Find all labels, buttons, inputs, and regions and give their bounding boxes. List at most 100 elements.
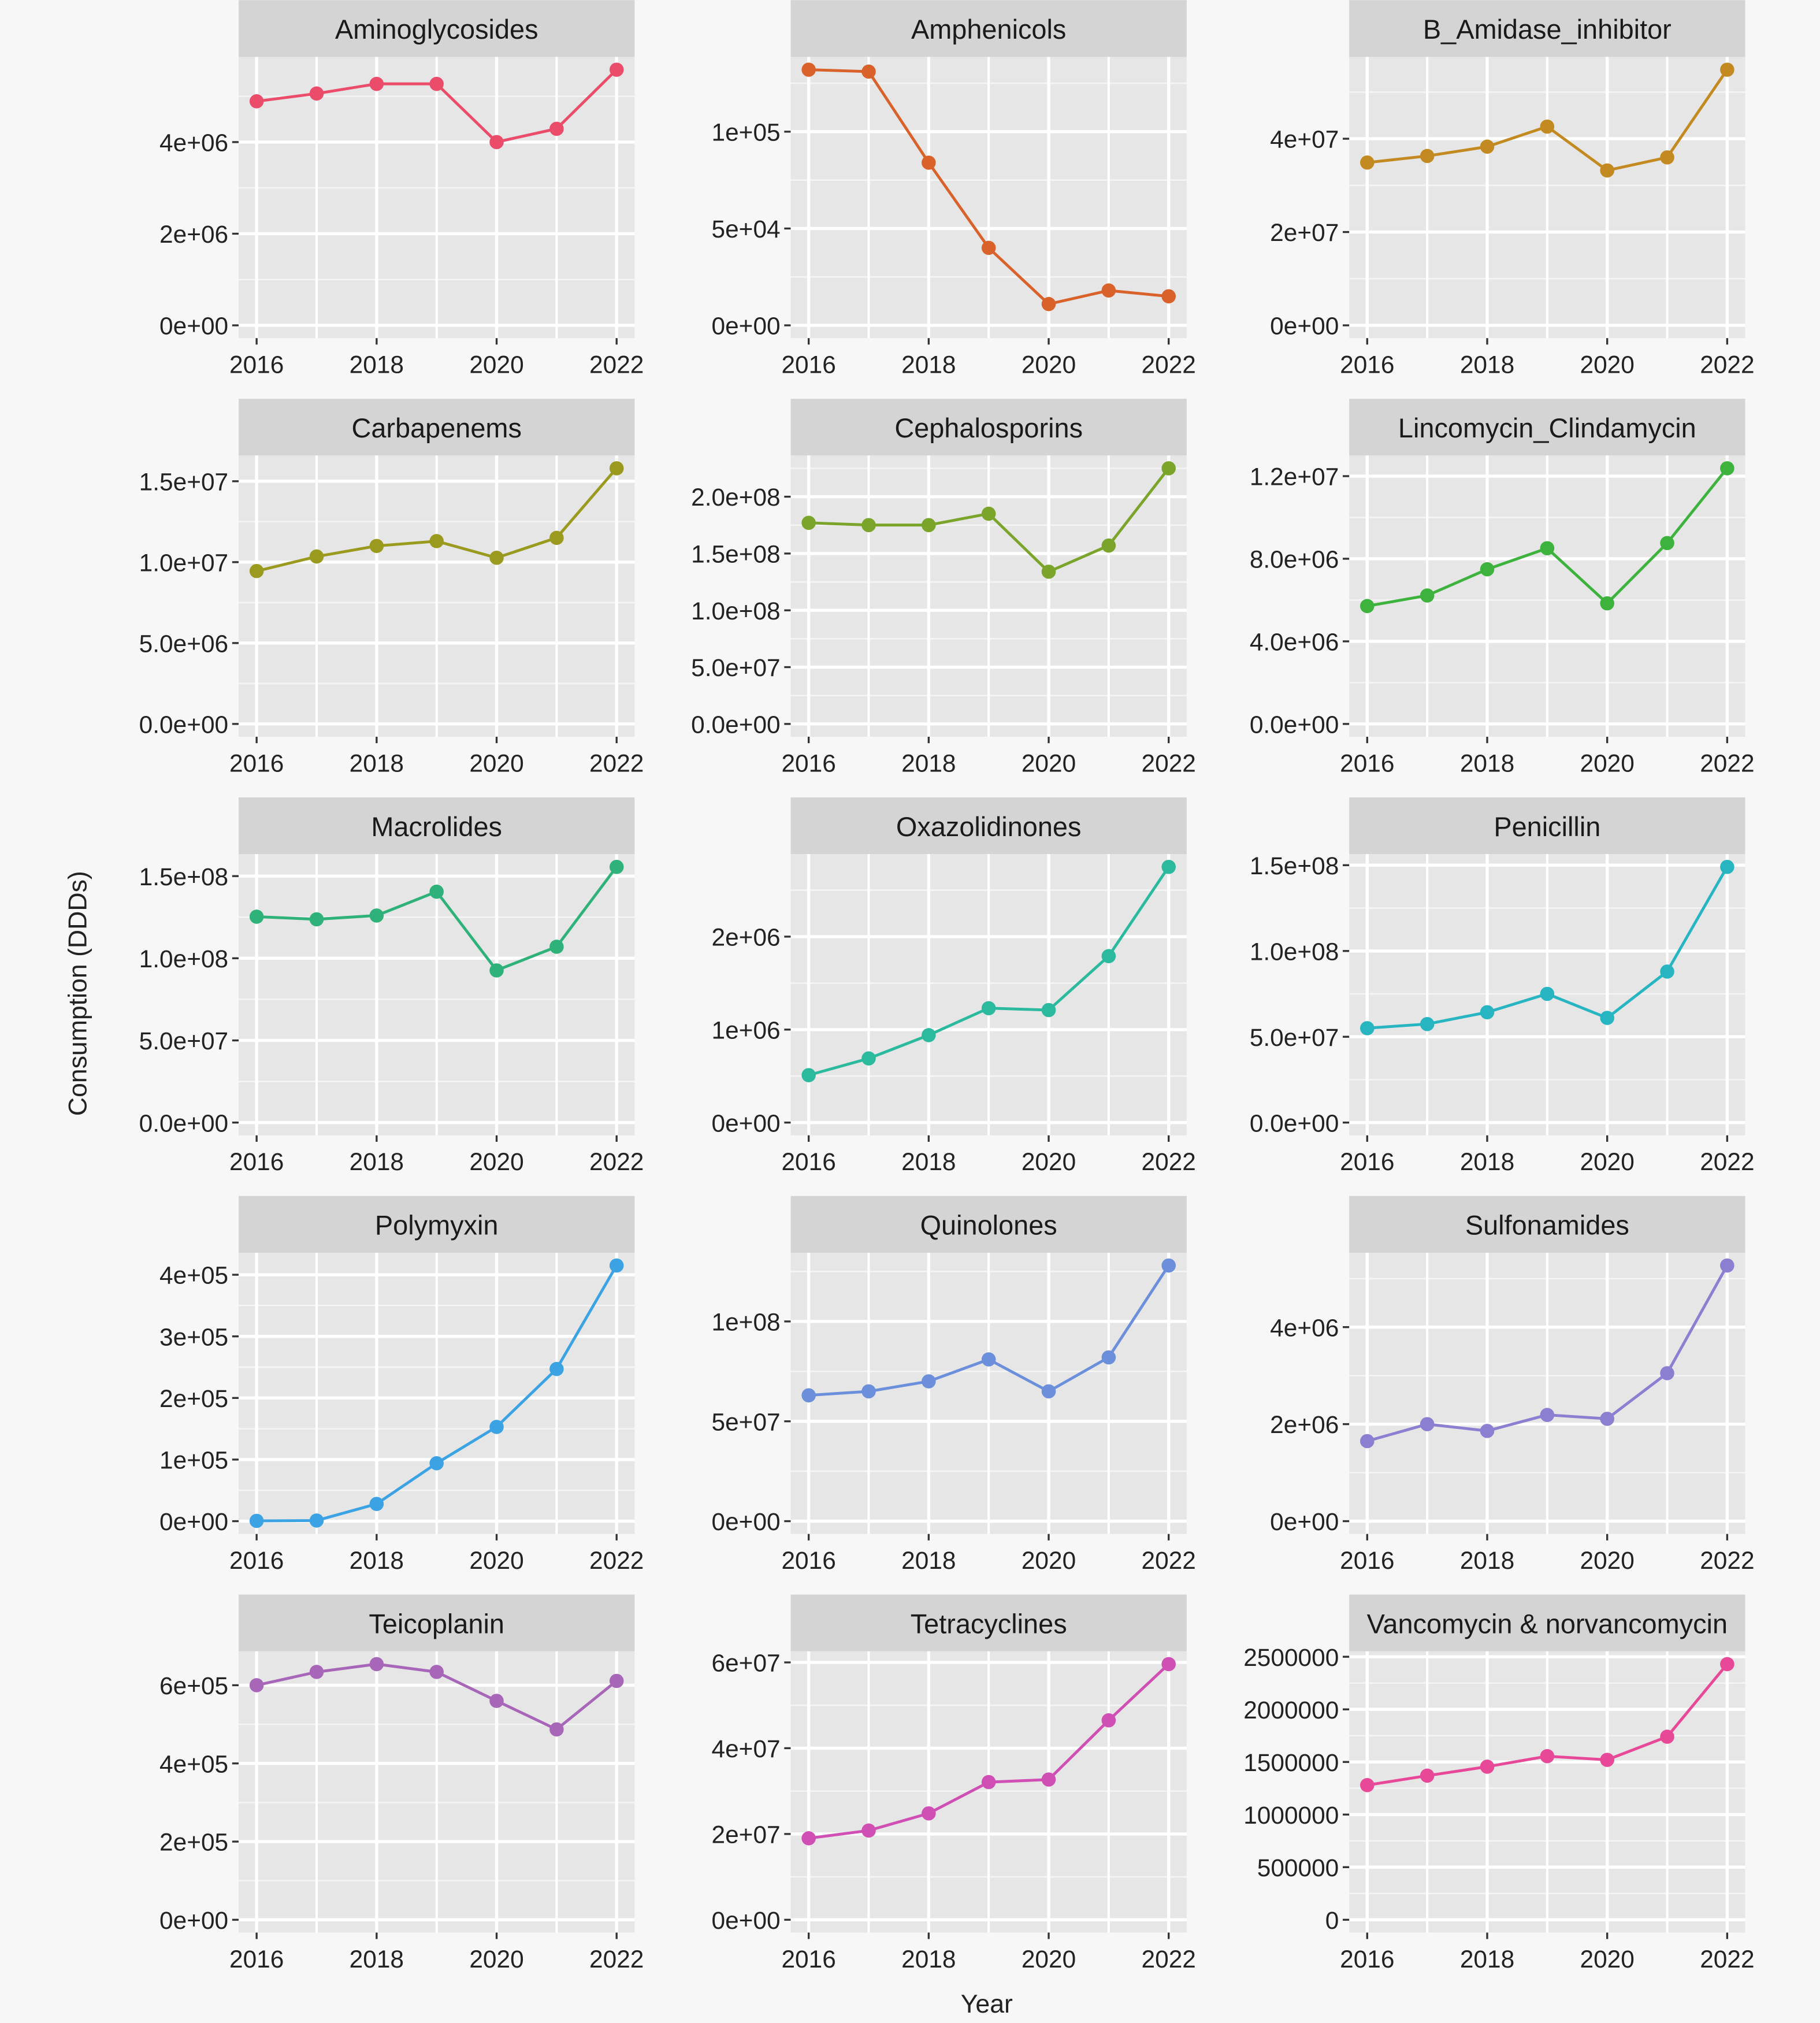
x-tick-label: 2018 (901, 1946, 956, 1973)
data-point (489, 1694, 504, 1708)
x-tick-label: 2022 (589, 1946, 644, 1973)
data-point (1360, 155, 1375, 170)
data-point (1540, 541, 1555, 556)
facet-strip (1349, 1196, 1745, 1253)
data-point (1161, 1657, 1176, 1672)
data-point (861, 1384, 876, 1399)
data-point (489, 135, 504, 150)
facet-panels: Aminoglycosides 0e+00 2e+06 4e+06 2016 2018 20… (139, 0, 1755, 1973)
y-tick-label: 2000000 (1243, 1697, 1339, 1724)
data-point (1041, 1384, 1056, 1399)
data-point (609, 1258, 624, 1273)
facet-strip (790, 1594, 1187, 1651)
data-point (549, 530, 564, 545)
y-tick-label: 0e+00 (712, 1907, 781, 1934)
data-point (1480, 1760, 1495, 1774)
facet-title: Cephalosporins (894, 413, 1083, 443)
data-point (1540, 119, 1555, 134)
data-point (609, 461, 624, 476)
facet-panel: Amphenicols 0e+00 5e+04 1e+05 2016 2018 2020 20… (712, 0, 1196, 378)
facet-title: Carbapenems (351, 413, 521, 443)
data-point (369, 908, 384, 923)
facet-strip (239, 797, 635, 855)
facet-title: Oxazolidinones (896, 812, 1082, 842)
facet-strip (239, 0, 635, 57)
y-tick-label: 0.0e+00 (1250, 1109, 1339, 1137)
facet-title: Tetracyclines (911, 1609, 1067, 1639)
facet-panel: Macrolides 0.0e+00 5.0e+07 1.0e+08 1.5e+08 20… (139, 797, 644, 1175)
facet-strip (1349, 797, 1745, 855)
data-point (1161, 289, 1176, 304)
facet-panel: Quinolones 0e+00 5e+07 1e+08 2016 2018 2020 202… (712, 1196, 1196, 1574)
facet-panel: Lincomycin_Clindamycin 0.0e+00 4.0e+06 8.0e… (1250, 399, 1755, 777)
y-tick-label: 2e+05 (159, 1385, 228, 1412)
x-tick-label: 2020 (469, 1946, 523, 1973)
x-tick-label: 2020 (1022, 351, 1076, 378)
y-tick-label: 4e+05 (159, 1750, 228, 1777)
data-point (981, 240, 996, 255)
data-point (369, 539, 384, 554)
data-point (801, 515, 816, 530)
data-point (369, 1497, 384, 1511)
x-tick-label: 2018 (1460, 1148, 1514, 1175)
data-point (1041, 296, 1056, 311)
y-tick-label: 5e+07 (712, 1408, 781, 1435)
data-point (369, 1657, 384, 1672)
x-tick-label: 2022 (1142, 1946, 1196, 1973)
y-tick-label: 4e+06 (1270, 1314, 1339, 1341)
data-point (981, 1352, 996, 1367)
x-tick-label: 2016 (781, 749, 835, 777)
facet-panel: Penicillin 0.0e+00 5.0e+07 1.0e+08 1.5e+08 20… (1250, 797, 1755, 1175)
data-point (489, 551, 504, 565)
facet-strip (239, 399, 635, 456)
x-tick-label: 2020 (1022, 1946, 1076, 1973)
data-point (1480, 1424, 1495, 1438)
x-tick-label: 2018 (350, 1547, 404, 1574)
y-tick-label: 5.0e+06 (139, 630, 228, 657)
x-tick-label: 2018 (1460, 351, 1514, 378)
data-point (981, 506, 996, 521)
facet-panel: Carbapenems 0.0e+00 5.0e+06 1.0e+07 1.5e+07 2… (139, 399, 644, 777)
data-point (1540, 986, 1555, 1001)
y-tick-label: 0e+00 (159, 1508, 228, 1535)
facet-strip (790, 0, 1187, 57)
data-point (1660, 1729, 1674, 1744)
y-tick-label: 4e+06 (159, 129, 228, 157)
data-point (1660, 964, 1674, 979)
data-point (609, 62, 624, 77)
data-point (1720, 1258, 1734, 1273)
x-tick-label: 2022 (589, 749, 644, 777)
data-point (429, 884, 444, 899)
y-tick-label: 1.0e+08 (139, 945, 228, 972)
y-tick-label: 0e+00 (1270, 1508, 1339, 1535)
y-tick-label: 5e+04 (712, 216, 781, 243)
y-tick-label: 4e+07 (1270, 126, 1339, 153)
facet-title: Amphenicols (911, 14, 1066, 44)
data-point (549, 121, 564, 136)
facet-panel: Sulfonamides 0e+00 2e+06 4e+06 2016 2018 2020 2… (1270, 1196, 1755, 1574)
y-tick-label: 0e+00 (159, 313, 228, 340)
data-point (1540, 1749, 1555, 1764)
data-point (1600, 1011, 1614, 1025)
y-tick-label: 1500000 (1243, 1749, 1339, 1776)
data-point (1420, 149, 1435, 164)
data-point (1720, 62, 1734, 77)
x-tick-label: 2018 (350, 351, 404, 378)
y-tick-label: 1e+05 (712, 118, 781, 146)
facet-panel: B_Amidase_inhibitor 0e+00 2e+07 4e+07 2016 20… (1270, 0, 1755, 378)
facet-panel: Tetracyclines 0e+00 2e+07 4e+07 6e+07 2016 201… (712, 1594, 1196, 1973)
x-tick-label: 2016 (1340, 351, 1394, 378)
facet-title: Polymyxin (375, 1211, 499, 1241)
x-tick-label: 2022 (1700, 1547, 1754, 1574)
data-point (1041, 565, 1056, 579)
y-tick-label: 1.5e+08 (691, 541, 780, 568)
data-point (309, 912, 324, 927)
x-tick-label: 2018 (350, 1148, 404, 1175)
data-point (249, 1678, 264, 1692)
facet-panel: Cephalosporins 0.0e+00 5.0e+07 1.0e+08 1.5e+… (691, 399, 1196, 777)
data-point (861, 1823, 876, 1838)
data-point (1660, 1366, 1674, 1380)
x-tick-label: 2020 (1022, 1547, 1076, 1574)
x-tick-label: 2020 (1580, 749, 1635, 777)
y-tick-label: 0.0e+00 (691, 711, 780, 738)
